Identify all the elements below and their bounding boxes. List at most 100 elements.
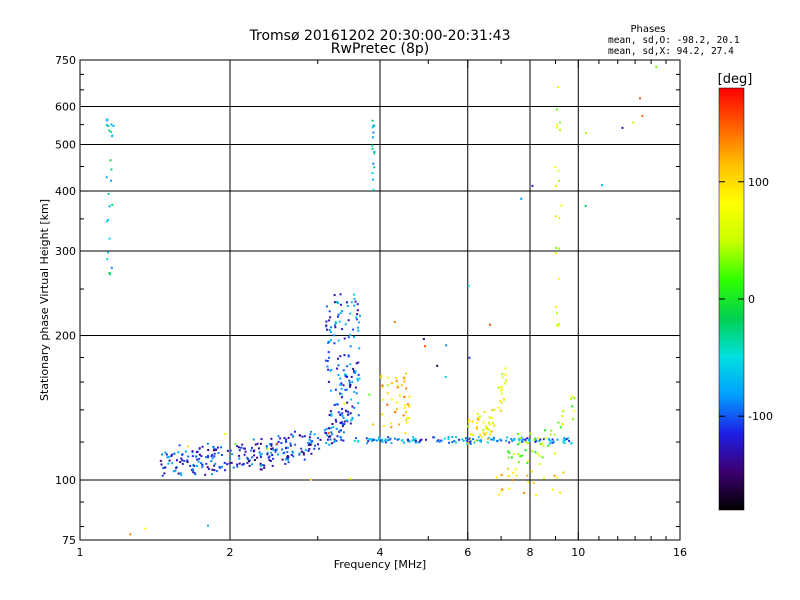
echo-point xyxy=(260,453,263,455)
echo-point xyxy=(336,301,338,303)
echo-point xyxy=(258,447,260,450)
echo-point xyxy=(164,451,167,454)
echo-point xyxy=(329,438,332,441)
echo-point xyxy=(562,441,565,444)
echo-point xyxy=(280,442,283,444)
echo-point xyxy=(547,437,550,440)
echo-point xyxy=(228,462,231,465)
echo-point xyxy=(337,357,339,360)
echo-point xyxy=(469,442,472,445)
echo-point xyxy=(343,420,346,423)
echo-point xyxy=(221,454,223,456)
echo-point xyxy=(572,418,575,421)
echo-point xyxy=(553,433,556,436)
echo-point xyxy=(324,431,327,434)
echo-point xyxy=(390,422,393,425)
echo-point xyxy=(403,441,406,444)
echo-point xyxy=(500,439,503,442)
echo-point xyxy=(488,423,491,426)
y-axis-label: Stationary phase Virtual Height [km] xyxy=(38,199,51,401)
echo-point xyxy=(503,398,505,401)
echo-point xyxy=(334,418,337,421)
echo-point xyxy=(557,325,560,327)
echo-point xyxy=(144,527,147,530)
echo-point xyxy=(534,451,537,454)
echo-point xyxy=(284,462,287,465)
echo-point xyxy=(181,459,184,462)
echo-point xyxy=(490,417,493,419)
echo-point xyxy=(621,126,624,129)
echo-point xyxy=(411,439,414,442)
echo-point xyxy=(181,453,183,456)
echo-point xyxy=(565,438,568,441)
echo-point xyxy=(519,455,522,458)
echo-point xyxy=(403,377,406,380)
echo-point xyxy=(370,438,373,441)
y-tick-label: 200 xyxy=(55,330,76,343)
echo-point xyxy=(551,441,554,444)
echo-point xyxy=(355,362,358,365)
echo-point xyxy=(197,460,200,463)
echo-point xyxy=(198,457,201,460)
echo-point xyxy=(325,324,328,327)
echo-point xyxy=(534,440,537,443)
echo-point xyxy=(562,439,565,441)
echo-point xyxy=(207,468,210,470)
echo-point xyxy=(207,455,209,458)
echo-point xyxy=(211,473,213,476)
echo-point xyxy=(328,414,331,416)
echo-point xyxy=(251,456,254,459)
echo-point xyxy=(334,326,337,329)
echo-point xyxy=(243,453,246,456)
echo-point xyxy=(349,412,352,415)
echo-point xyxy=(328,435,331,438)
echo-point xyxy=(386,376,389,379)
echo-point xyxy=(192,471,195,474)
echo-point xyxy=(292,435,295,438)
echo-point xyxy=(165,453,168,456)
echo-point xyxy=(253,454,256,457)
echo-point xyxy=(172,470,175,473)
echo-point xyxy=(414,438,417,440)
echo-point xyxy=(317,437,319,440)
echo-point xyxy=(244,450,247,453)
echo-point xyxy=(500,388,503,391)
echo-point xyxy=(401,439,404,442)
echo-point xyxy=(381,441,384,443)
echo-point xyxy=(396,384,399,387)
echo-point xyxy=(371,147,374,150)
echo-point xyxy=(168,459,171,462)
echo-point xyxy=(337,364,340,367)
echo-point xyxy=(408,405,411,408)
x-tick-label: 16 xyxy=(673,546,687,559)
echo-point xyxy=(270,437,273,440)
echo-point xyxy=(283,437,286,440)
echo-point xyxy=(345,410,348,413)
echo-point xyxy=(349,345,352,348)
echo-point xyxy=(333,404,336,406)
echo-point xyxy=(177,472,180,475)
echo-point xyxy=(336,367,339,370)
echo-point xyxy=(195,455,198,458)
echo-point xyxy=(482,421,485,424)
echo-point xyxy=(189,464,192,467)
echo-point xyxy=(349,312,352,315)
echo-point xyxy=(218,465,221,468)
echo-point xyxy=(500,401,503,404)
echo-point xyxy=(481,436,484,439)
echo-point xyxy=(497,406,500,409)
echo-point xyxy=(512,453,515,456)
echo-point xyxy=(555,476,558,479)
echo-point xyxy=(550,429,553,432)
echo-point xyxy=(336,403,339,406)
echo-point xyxy=(343,354,346,357)
x-tick-label: 8 xyxy=(527,546,534,559)
echo-point xyxy=(372,131,375,134)
echo-point xyxy=(395,408,398,411)
x-axis-ticks: 1 2 4 6 8 10 16 xyxy=(77,60,687,559)
echo-point xyxy=(309,478,312,481)
echo-point xyxy=(505,439,508,442)
echo-point xyxy=(487,428,490,431)
echo-point xyxy=(259,462,262,465)
echo-point xyxy=(276,442,279,445)
